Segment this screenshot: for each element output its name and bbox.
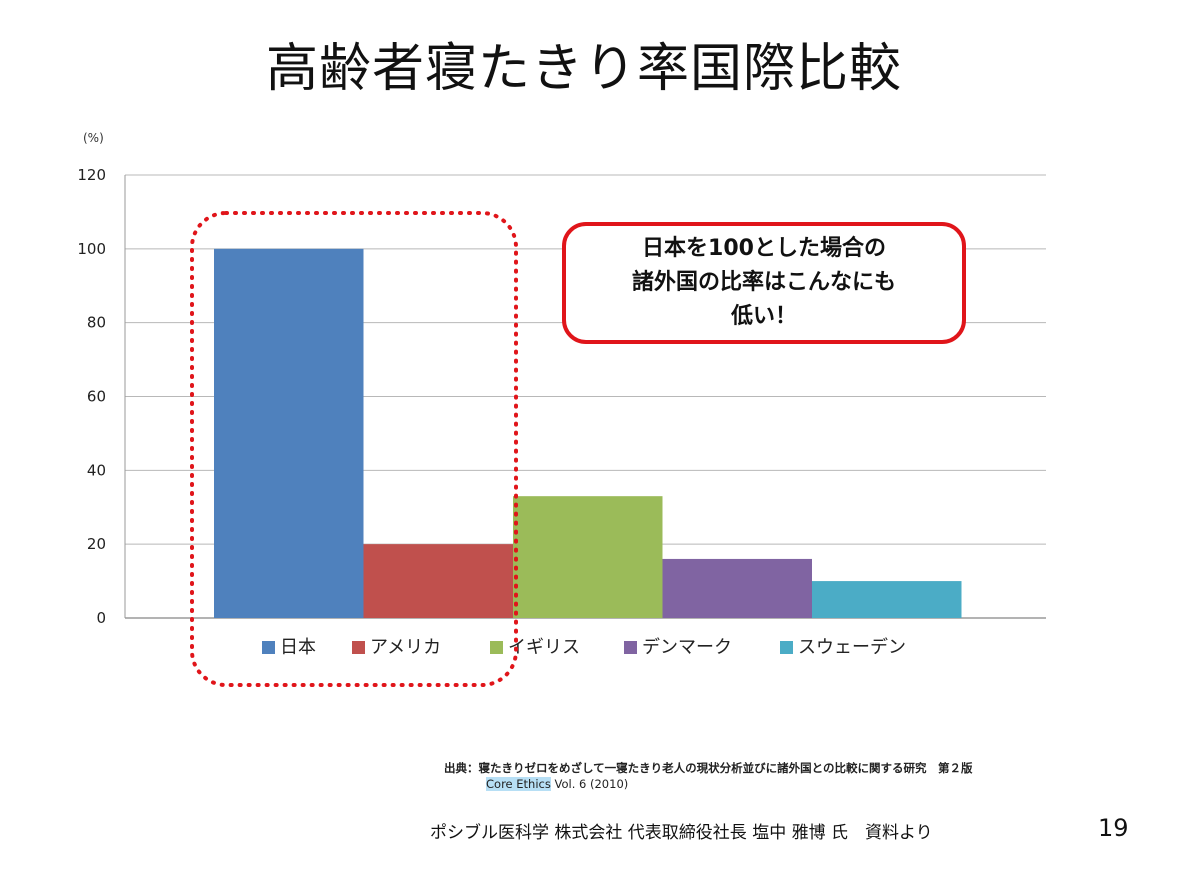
page-title: 高齢者寝たきり率国際比較 [265, 39, 902, 99]
legend-label-1: アメリカ [370, 637, 441, 658]
bar-4 [812, 581, 962, 618]
page-number: 19 [1098, 814, 1129, 842]
callout-text: 日本を100とした場合の 諸外国の比率はこんなにも 低い！ [631, 236, 896, 329]
y-tick-label: 20 [87, 535, 106, 553]
y-tick-label: 120 [77, 166, 106, 184]
source-line-1: 出典：寝たきりゼロをめざして一寝たきり老人の現状分析並びに諸外国との比較に関する… [444, 761, 973, 775]
source-citation: 出典：寝たきりゼロをめざして一寝たきり老人の現状分析並びに諸外国との比較に関する… [444, 760, 973, 792]
legend-swatch-4 [780, 641, 793, 654]
legend-label-3: デンマーク [642, 637, 732, 658]
legend-label-2: イギリス [508, 637, 580, 658]
source-volume: Vol. 6 (2010) [550, 777, 629, 791]
bar-1 [363, 544, 513, 618]
legend-swatch-3 [624, 641, 637, 654]
y-tick-label: 60 [87, 388, 106, 406]
legend-swatch-0 [262, 641, 275, 654]
legend-label-0: 日本 [280, 637, 316, 658]
bar-0 [214, 248, 364, 619]
y-tick-label: 40 [87, 461, 106, 479]
legend-label-4: スウェーデン [798, 637, 906, 658]
legend-swatch-1 [352, 641, 365, 654]
highlight-dotted-box [190, 211, 518, 687]
bar-2 [513, 496, 663, 618]
y-tick-label: 80 [87, 314, 106, 332]
bar-3 [662, 558, 812, 618]
y-tick-label: 100 [77, 240, 106, 258]
source-journal-highlight: Core Ethics [486, 777, 551, 791]
y-unit-label: (%) [83, 131, 104, 145]
y-tick-label: 0 [96, 609, 106, 627]
callout-box: 日本を100とした場合の 諸外国の比率はこんなにも 低い！ [562, 222, 966, 344]
source-line-2: Core Ethics Vol. 6 (2010) [444, 776, 973, 792]
footer-credit: ポシブル医科学 株式会社 代表取締役社長 塩中 雅博 氏 資料より [430, 823, 933, 843]
legend-swatch-2 [490, 641, 503, 654]
